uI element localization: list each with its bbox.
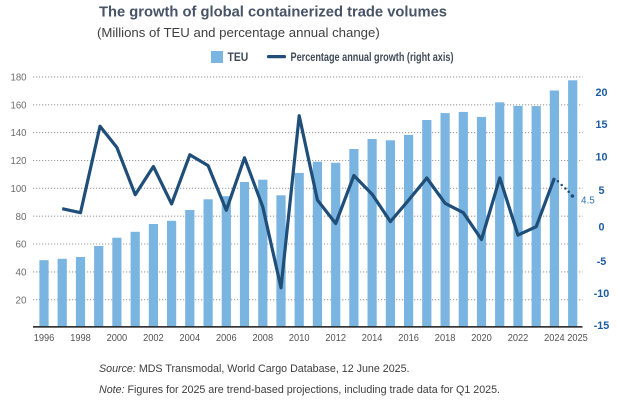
svg-text:2002: 2002 — [143, 333, 164, 344]
svg-text:10: 10 — [595, 152, 607, 164]
svg-text:20: 20 — [16, 295, 27, 306]
svg-text:2008: 2008 — [253, 333, 274, 344]
svg-text:Source: MDS Transmodal, World: Source: MDS Transmodal, World Cargo Data… — [99, 363, 410, 375]
svg-text:2025: 2025 — [567, 333, 588, 344]
svg-text:Note: Figures for 2025 are tre: Note: Figures for 2025 are trend-based p… — [99, 384, 500, 396]
svg-text:2016: 2016 — [398, 333, 419, 344]
svg-text:100: 100 — [11, 184, 27, 195]
svg-text:4.5: 4.5 — [581, 195, 595, 206]
svg-text:80: 80 — [16, 212, 27, 223]
svg-text:40: 40 — [16, 268, 27, 279]
svg-text:1998: 1998 — [70, 333, 91, 344]
svg-text:-15: -15 — [594, 320, 610, 332]
svg-text:1996: 1996 — [34, 333, 55, 344]
svg-text:5: 5 — [598, 185, 604, 197]
svg-text:2006: 2006 — [216, 333, 237, 344]
svg-text:20: 20 — [595, 87, 607, 99]
svg-text:(Millions of TEU and percentag: (Millions of TEU and percentage annual c… — [97, 25, 380, 40]
svg-text:TEU: TEU — [228, 52, 249, 64]
svg-text:2012: 2012 — [325, 333, 346, 344]
svg-text:2004: 2004 — [180, 333, 201, 344]
svg-text:Percentage annual growth (righ: Percentage annual growth (right axis) — [291, 52, 454, 64]
svg-text:2020: 2020 — [471, 333, 492, 344]
svg-text:160: 160 — [11, 100, 27, 111]
svg-text:0: 0 — [598, 221, 604, 233]
svg-text:60: 60 — [16, 240, 27, 251]
svg-text:2000: 2000 — [107, 333, 128, 344]
svg-text:The growth of global container: The growth of global containerized trade… — [99, 4, 447, 20]
svg-text:120: 120 — [11, 156, 27, 167]
svg-text:2014: 2014 — [362, 333, 383, 344]
svg-text:-10: -10 — [594, 288, 610, 300]
svg-text:140: 140 — [11, 128, 27, 139]
svg-text:15: 15 — [595, 119, 607, 131]
svg-text:2024: 2024 — [544, 333, 565, 344]
svg-text:180: 180 — [11, 73, 27, 84]
svg-text:-5: -5 — [597, 256, 607, 268]
svg-text:2022: 2022 — [508, 333, 529, 344]
svg-text:2010: 2010 — [289, 333, 310, 344]
svg-text:2018: 2018 — [435, 333, 456, 344]
